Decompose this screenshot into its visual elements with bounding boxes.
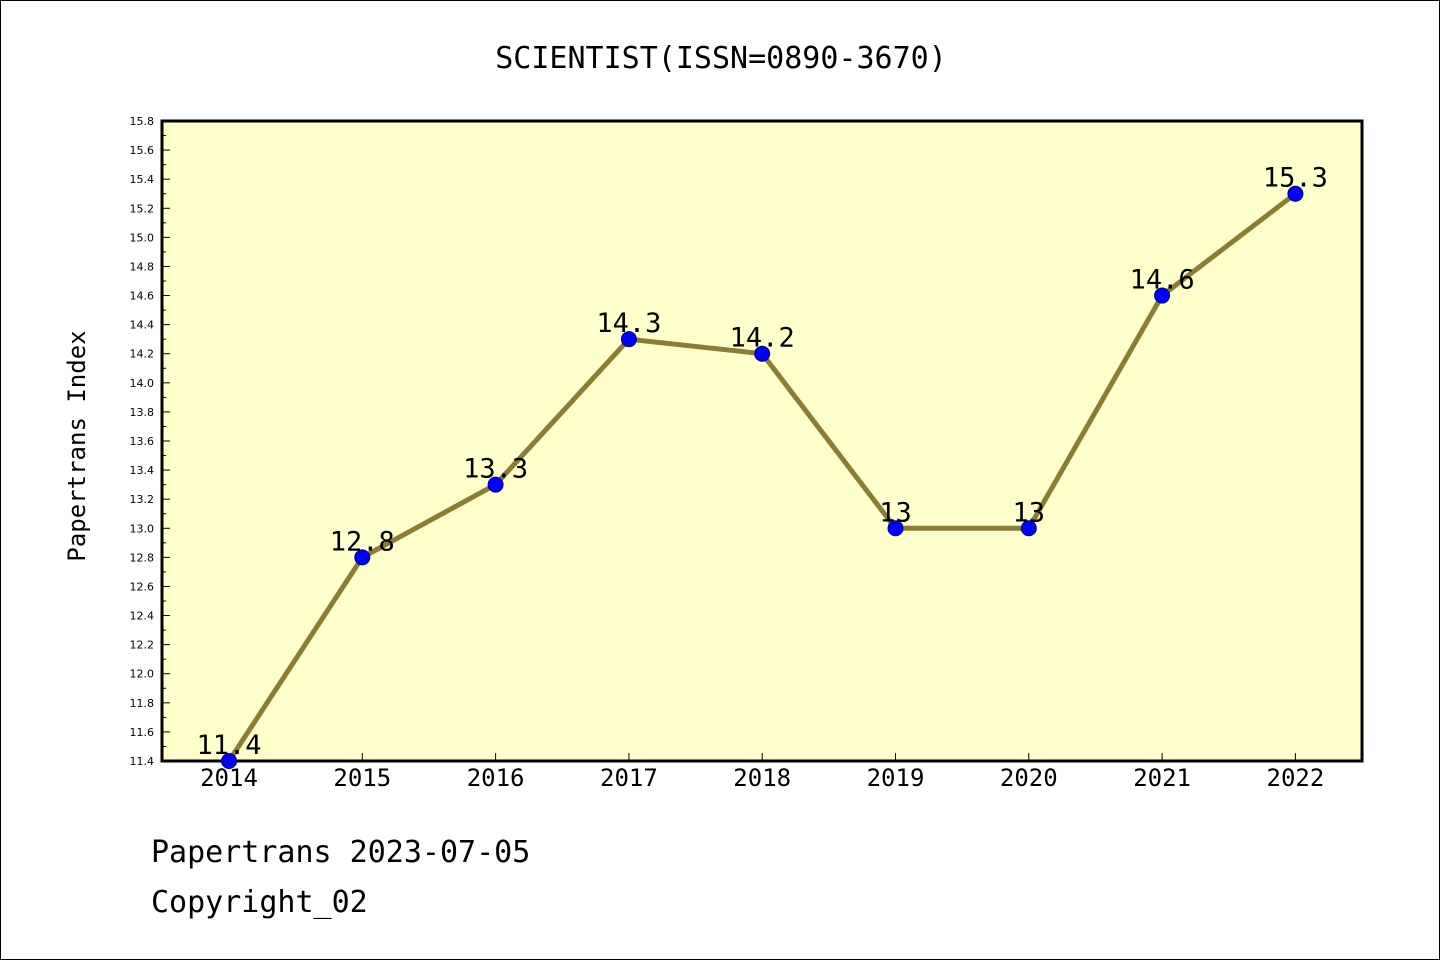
y-tick-label: 13.0 bbox=[130, 522, 155, 535]
data-label: 11.4 bbox=[196, 730, 261, 761]
y-tick-label: 11.4 bbox=[130, 755, 155, 768]
x-tick-label: 2019 bbox=[867, 764, 925, 792]
y-tick-label: 14.6 bbox=[130, 290, 155, 303]
x-tick-label: 2021 bbox=[1133, 764, 1191, 792]
data-point-marker bbox=[1020, 520, 1037, 537]
data-point-marker bbox=[354, 549, 371, 566]
data-label: 14.2 bbox=[730, 323, 795, 354]
x-tick-label: 2016 bbox=[467, 764, 525, 792]
data-point-marker bbox=[221, 753, 237, 769]
y-tick-label: 13.2 bbox=[130, 493, 155, 506]
y-tick-label: 14.0 bbox=[130, 377, 155, 390]
data-label: 15.3 bbox=[1263, 163, 1328, 194]
footer-copyright-line: Copyright_02 bbox=[151, 885, 368, 920]
data-point-marker bbox=[887, 520, 904, 537]
x-tick-label: 2020 bbox=[1000, 764, 1058, 792]
y-tick-label: 15.6 bbox=[130, 144, 155, 157]
x-tick-label: 2015 bbox=[333, 764, 391, 792]
footer-date-line: Papertrans 2023-07-05 bbox=[151, 835, 531, 870]
data-point-marker bbox=[1287, 185, 1304, 202]
x-axis-ticks: 2014 2015 2016 2017 2018 2019 2020 2021 2022 bbox=[200, 753, 1324, 792]
x-tick-label: 2017 bbox=[600, 764, 658, 792]
plot-area bbox=[160, 119, 1364, 763]
y-tick-label: 14.4 bbox=[130, 319, 155, 332]
data-label: 14.6 bbox=[1130, 265, 1195, 296]
x-tick-label: 2018 bbox=[733, 764, 791, 792]
y-tick-label: 11.8 bbox=[130, 697, 155, 710]
y-tick-label: 15.8 bbox=[130, 115, 155, 128]
y-tick-label: 13.6 bbox=[130, 435, 155, 448]
y-tick-label: 14.2 bbox=[130, 348, 155, 361]
y-tick-label: 12.0 bbox=[130, 668, 155, 681]
y-axis-label: Papertrans Index bbox=[63, 330, 91, 561]
series-group: 11.4 12.8 13.3 14.3 14.2 13 13 14.6 15.3 bbox=[196, 163, 1328, 769]
y-axis-ticks: 11.4 11.6 11.8 12.0 12.2 12.4 12.6 12.8 13.0 13.2… bbox=[130, 115, 170, 768]
chart-title: SCIENTIST(ISSN=0890-3670) bbox=[495, 41, 947, 76]
y-tick-label: 15.0 bbox=[130, 231, 155, 244]
y-tick-label: 12.4 bbox=[130, 610, 155, 623]
y-tick-label: 12.6 bbox=[130, 580, 155, 593]
data-point-marker bbox=[620, 331, 637, 348]
data-point-marker bbox=[487, 476, 504, 493]
y-tick-label: 11.6 bbox=[130, 726, 155, 739]
data-label: 13.3 bbox=[463, 454, 528, 485]
data-point-marker bbox=[754, 345, 771, 362]
x-tick-label: 2022 bbox=[1267, 764, 1325, 792]
data-label: 12.8 bbox=[330, 526, 395, 557]
data-point-marker bbox=[1154, 287, 1171, 304]
y-tick-label: 13.4 bbox=[130, 464, 155, 477]
y-tick-label: 15.2 bbox=[130, 202, 155, 215]
y-tick-label: 12.8 bbox=[130, 551, 155, 564]
y-tick-label: 12.2 bbox=[130, 639, 155, 652]
y-tick-label: 15.4 bbox=[130, 173, 155, 186]
y-tick-label: 13.8 bbox=[130, 406, 155, 419]
y-tick-label: 14.8 bbox=[130, 260, 155, 273]
data-label: 13 bbox=[1013, 497, 1046, 528]
data-label: 13 bbox=[879, 497, 912, 528]
data-label: 14.3 bbox=[596, 308, 661, 339]
